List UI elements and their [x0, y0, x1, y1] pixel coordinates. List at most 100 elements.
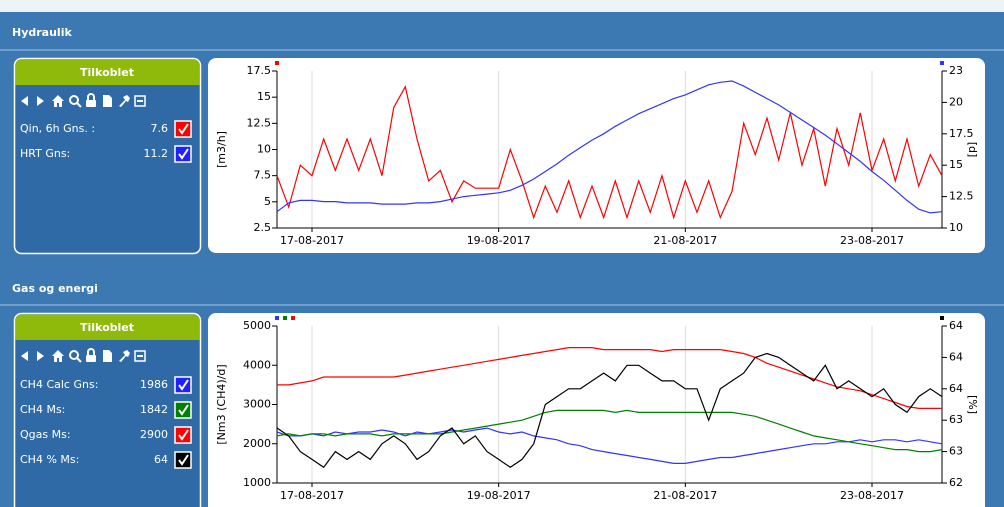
toolbar — [21, 348, 146, 363]
row-checkbox[interactable] — [174, 376, 192, 394]
y-tick-label: 2.5 — [254, 221, 272, 234]
checkmark — [178, 429, 189, 441]
y2-tick-label: 10 — [949, 221, 963, 234]
icon-zoom-handle — [76, 102, 82, 108]
icon-lock-shackle — [87, 93, 95, 100]
x-tick-label: 23-08-2017 — [840, 234, 904, 247]
section-title: Hydraulik — [12, 26, 72, 39]
status-header — [15, 314, 200, 340]
series-line — [276, 352, 943, 469]
row-checkbox[interactable] — [174, 120, 192, 138]
y2-tick-label: 62 — [949, 476, 963, 489]
series-line — [277, 347, 942, 409]
row-checkbox[interactable] — [174, 426, 192, 444]
y-tick-label: 7.5 — [254, 169, 272, 182]
row-value: 1842 — [140, 403, 168, 416]
y-axis-title: [m3/h] — [215, 131, 228, 168]
y2-tick-label: 12.5 — [949, 190, 974, 203]
x-tick-label: 19-08-2017 — [467, 489, 531, 502]
y-tick-label: 3000 — [243, 398, 271, 411]
y2-tick-label: 64 — [949, 382, 963, 395]
row-value: 1986 — [140, 378, 168, 391]
row-label: CH4 Ms: — [20, 403, 65, 416]
y2-axis-title: [d] — [966, 142, 979, 158]
series-line — [276, 85, 943, 220]
x-tick-label: 17-08-2017 — [280, 234, 344, 247]
y2-tick-label: 64 — [949, 350, 963, 363]
y-axis-title: [Nm3 (CH4)/d] — [215, 364, 228, 444]
y2-tick-label: 17.5 — [949, 127, 974, 140]
checkmark — [178, 404, 189, 416]
y2-axis-title: [%] — [966, 395, 979, 414]
y-tick-label: 4000 — [243, 358, 271, 371]
row-label: CH4 % Ms: — [20, 453, 79, 466]
checkmark — [178, 148, 189, 160]
y-tick-label: 1000 — [243, 476, 271, 489]
y2-tick-label: 15 — [949, 158, 963, 171]
y2-tick-label: 64 — [949, 319, 963, 332]
y2-tick-label: 63 — [949, 445, 963, 458]
row-checkbox[interactable] — [174, 451, 192, 469]
icon-page[interactable] — [103, 350, 112, 362]
row-label: Qgas Ms: — [20, 428, 71, 441]
row-label: CH4 Calc Gns: — [20, 378, 98, 391]
x-tick-label: 23-08-2017 — [840, 489, 904, 502]
icon-home[interactable] — [52, 350, 64, 362]
status-label: Tilkoblet — [80, 66, 134, 79]
checkmark — [178, 454, 189, 466]
y-tick-label: 10 — [257, 143, 271, 156]
series-marker — [275, 316, 279, 320]
status-header — [15, 59, 200, 85]
top-strip — [0, 0, 1004, 12]
status-label: Tilkoblet — [80, 321, 134, 334]
side-panel — [13, 57, 202, 255]
x-tick-label: 21-08-2017 — [653, 234, 717, 247]
icon-prev[interactable] — [21, 351, 28, 361]
series-marker — [291, 316, 295, 320]
series-marker — [940, 61, 944, 65]
series-marker — [283, 316, 287, 320]
y-tick-label: 2000 — [243, 437, 271, 450]
y-tick-label: 5000 — [243, 319, 271, 332]
x-tick-label: 21-08-2017 — [653, 489, 717, 502]
checkmark — [178, 379, 189, 391]
row-value: 11.2 — [144, 147, 169, 160]
icon-home[interactable] — [52, 95, 64, 107]
y-tick-label: 5 — [264, 195, 271, 208]
icon-minimize[interactable] — [134, 350, 146, 362]
row-checkbox[interactable] — [174, 145, 192, 163]
icon-wrench[interactable] — [119, 350, 130, 362]
section-title: Gas og energi — [12, 282, 98, 295]
series-line — [276, 409, 943, 453]
icon-page[interactable] — [103, 95, 112, 107]
icon-zoom[interactable] — [69, 95, 79, 105]
icon-lock-shackle — [87, 348, 95, 355]
row-checkbox[interactable] — [174, 401, 192, 419]
row-label: HRT Gns: — [20, 147, 70, 160]
y2-tick-label: 63 — [949, 413, 963, 426]
icon-minimize[interactable] — [134, 95, 146, 107]
y-tick-label: 17.5 — [247, 64, 272, 77]
x-tick-label: 17-08-2017 — [280, 489, 344, 502]
icon-lock[interactable] — [86, 355, 96, 362]
icon-prev[interactable] — [21, 96, 28, 106]
row-label: Qin, 6h Gns. : — [20, 122, 95, 135]
series-line — [276, 80, 943, 214]
icon-next[interactable] — [37, 351, 44, 361]
icon-minimize-bar — [137, 355, 143, 357]
icon-wrench[interactable] — [119, 95, 130, 107]
y-tick-label: 12.5 — [247, 116, 272, 129]
icon-zoom[interactable] — [69, 350, 79, 360]
icon-minimize-bar — [137, 100, 143, 102]
series-marker — [275, 61, 279, 65]
row-value: 2900 — [140, 428, 168, 441]
icon-zoom-handle — [76, 357, 82, 363]
row-value: 64 — [154, 453, 168, 466]
series-line — [276, 427, 943, 464]
row-value: 7.6 — [151, 122, 169, 135]
icon-lock[interactable] — [86, 100, 96, 107]
toolbar — [21, 93, 146, 108]
icon-next[interactable] — [37, 96, 44, 106]
y2-tick-label: 20 — [949, 95, 963, 108]
